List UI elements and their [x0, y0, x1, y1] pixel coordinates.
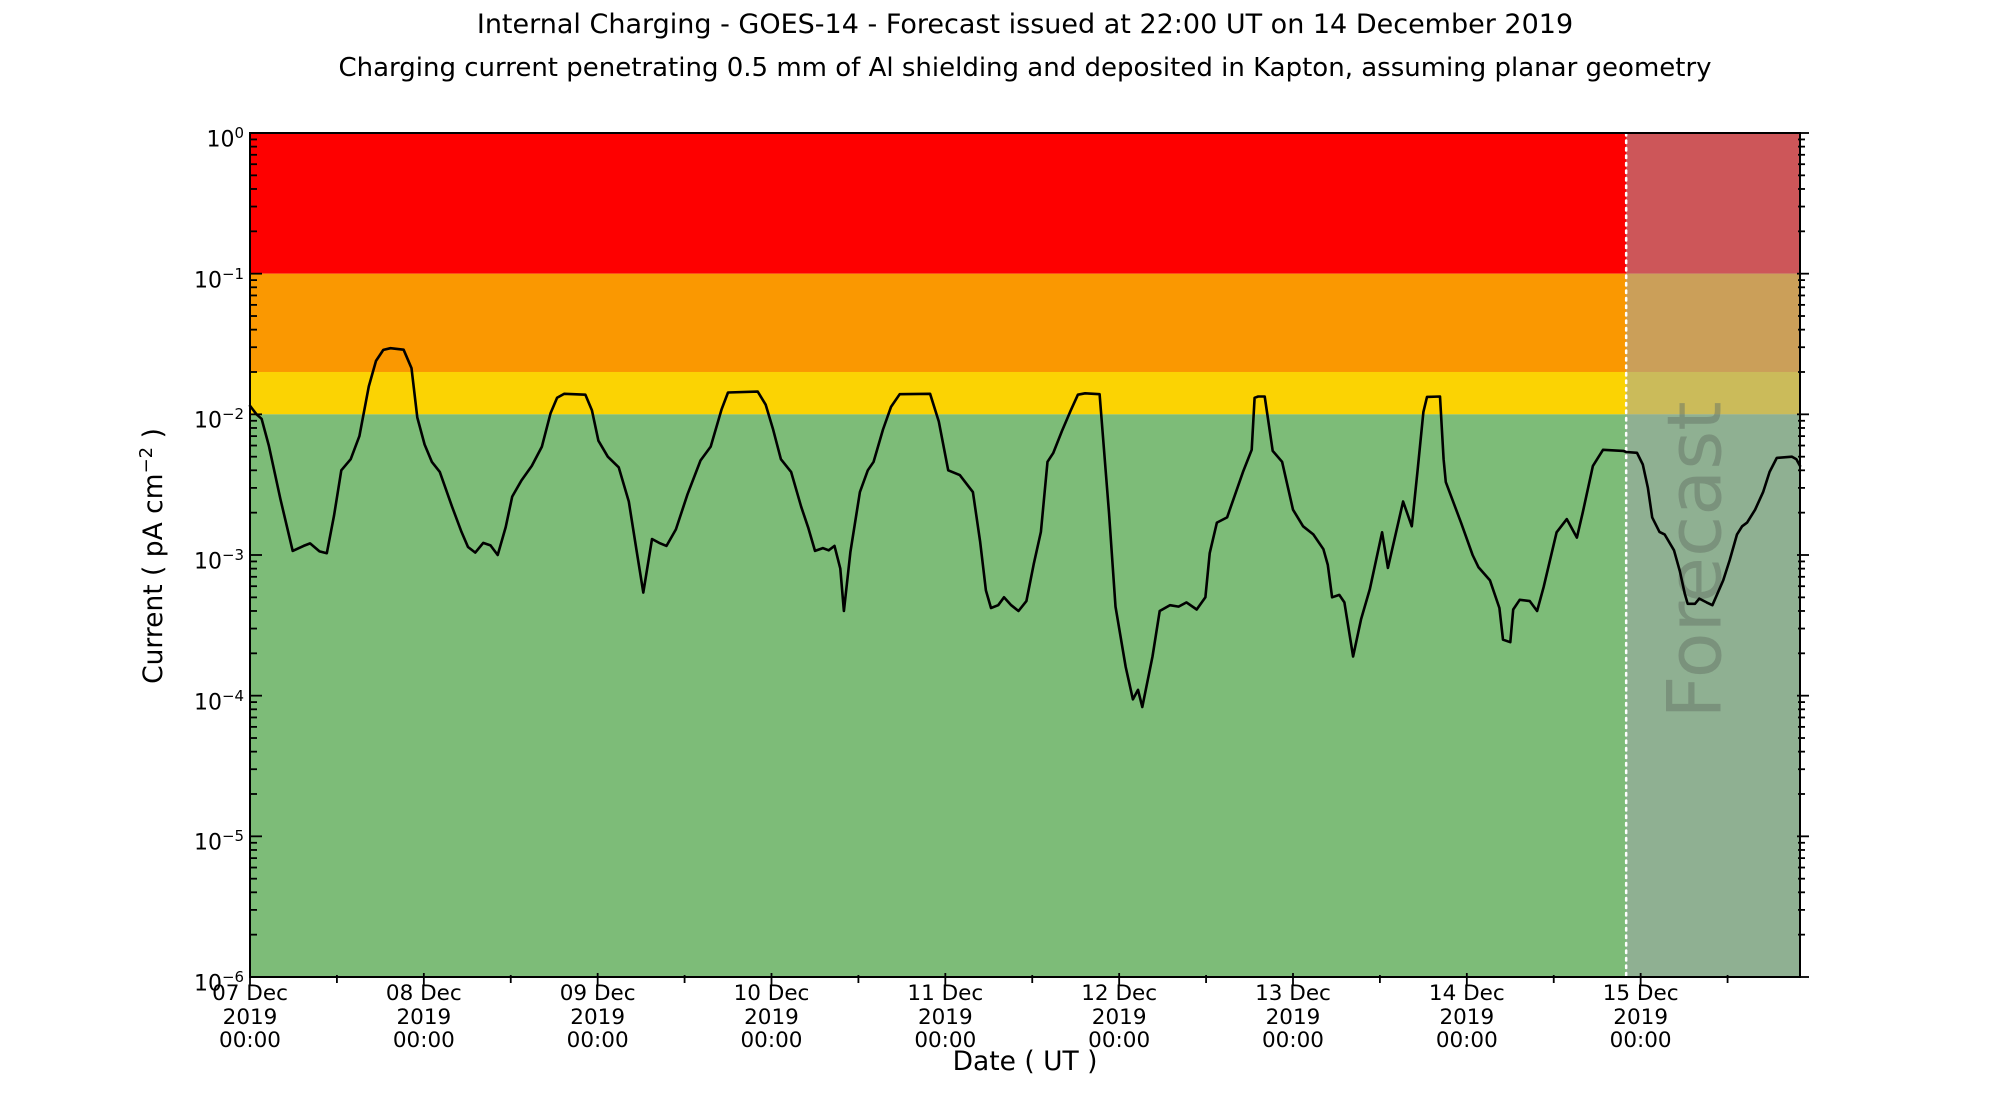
plot-area: Forecast: [248, 131, 1809, 986]
x-tick-label: 12 Dec 2019 00:00: [1081, 981, 1158, 1053]
y-tick-label: 100: [206, 124, 244, 153]
y-tick-label: 10−6: [193, 968, 244, 997]
x-tick-label: 14 Dec 2019 00:00: [1428, 981, 1505, 1053]
x-tick-label: 15 Dec 2019 00:00: [1602, 981, 1679, 1053]
y-tick-label: 10−4: [193, 686, 244, 715]
x-tick-label: 10 Dec 2019 00:00: [733, 981, 810, 1053]
x-tick-label: 07 Dec 2019 00:00: [212, 981, 288, 1053]
y-tick-label: 10−2: [193, 405, 244, 434]
chart-canvas: Forecast: [248, 131, 1809, 986]
forecast-watermark: Forecast: [1651, 401, 1739, 718]
chart-title: Internal Charging - GOES-14 - Forecast i…: [476, 9, 1574, 40]
x-axis-label: Date ( UT ): [952, 1046, 1098, 1077]
y-tick-label: 10−1: [193, 264, 244, 293]
x-tick-label: 08 Dec 2019 00:00: [385, 981, 462, 1053]
y-tick-label: 10−5: [193, 827, 244, 856]
current-data-line: [248, 346, 1802, 709]
risk-band-green: [250, 414, 1800, 977]
x-tick-label: 13 Dec 2019 00:00: [1255, 981, 1331, 1053]
chart-subtitle: Charging current penetrating 0.5 mm of A…: [338, 53, 1712, 83]
plot-border: [249, 132, 1801, 978]
y-tick-label: 10−3: [193, 546, 244, 575]
forecast-overlay: [1626, 133, 1800, 977]
x-tick-label: 11 Dec 2019 00:00: [907, 981, 984, 1053]
risk-band-yellow: [250, 371, 1800, 415]
x-tick-label: 09 Dec 2019 00:00: [559, 981, 636, 1053]
risk-band-orange: [250, 273, 1800, 372]
risk-band-red: [250, 133, 1800, 274]
